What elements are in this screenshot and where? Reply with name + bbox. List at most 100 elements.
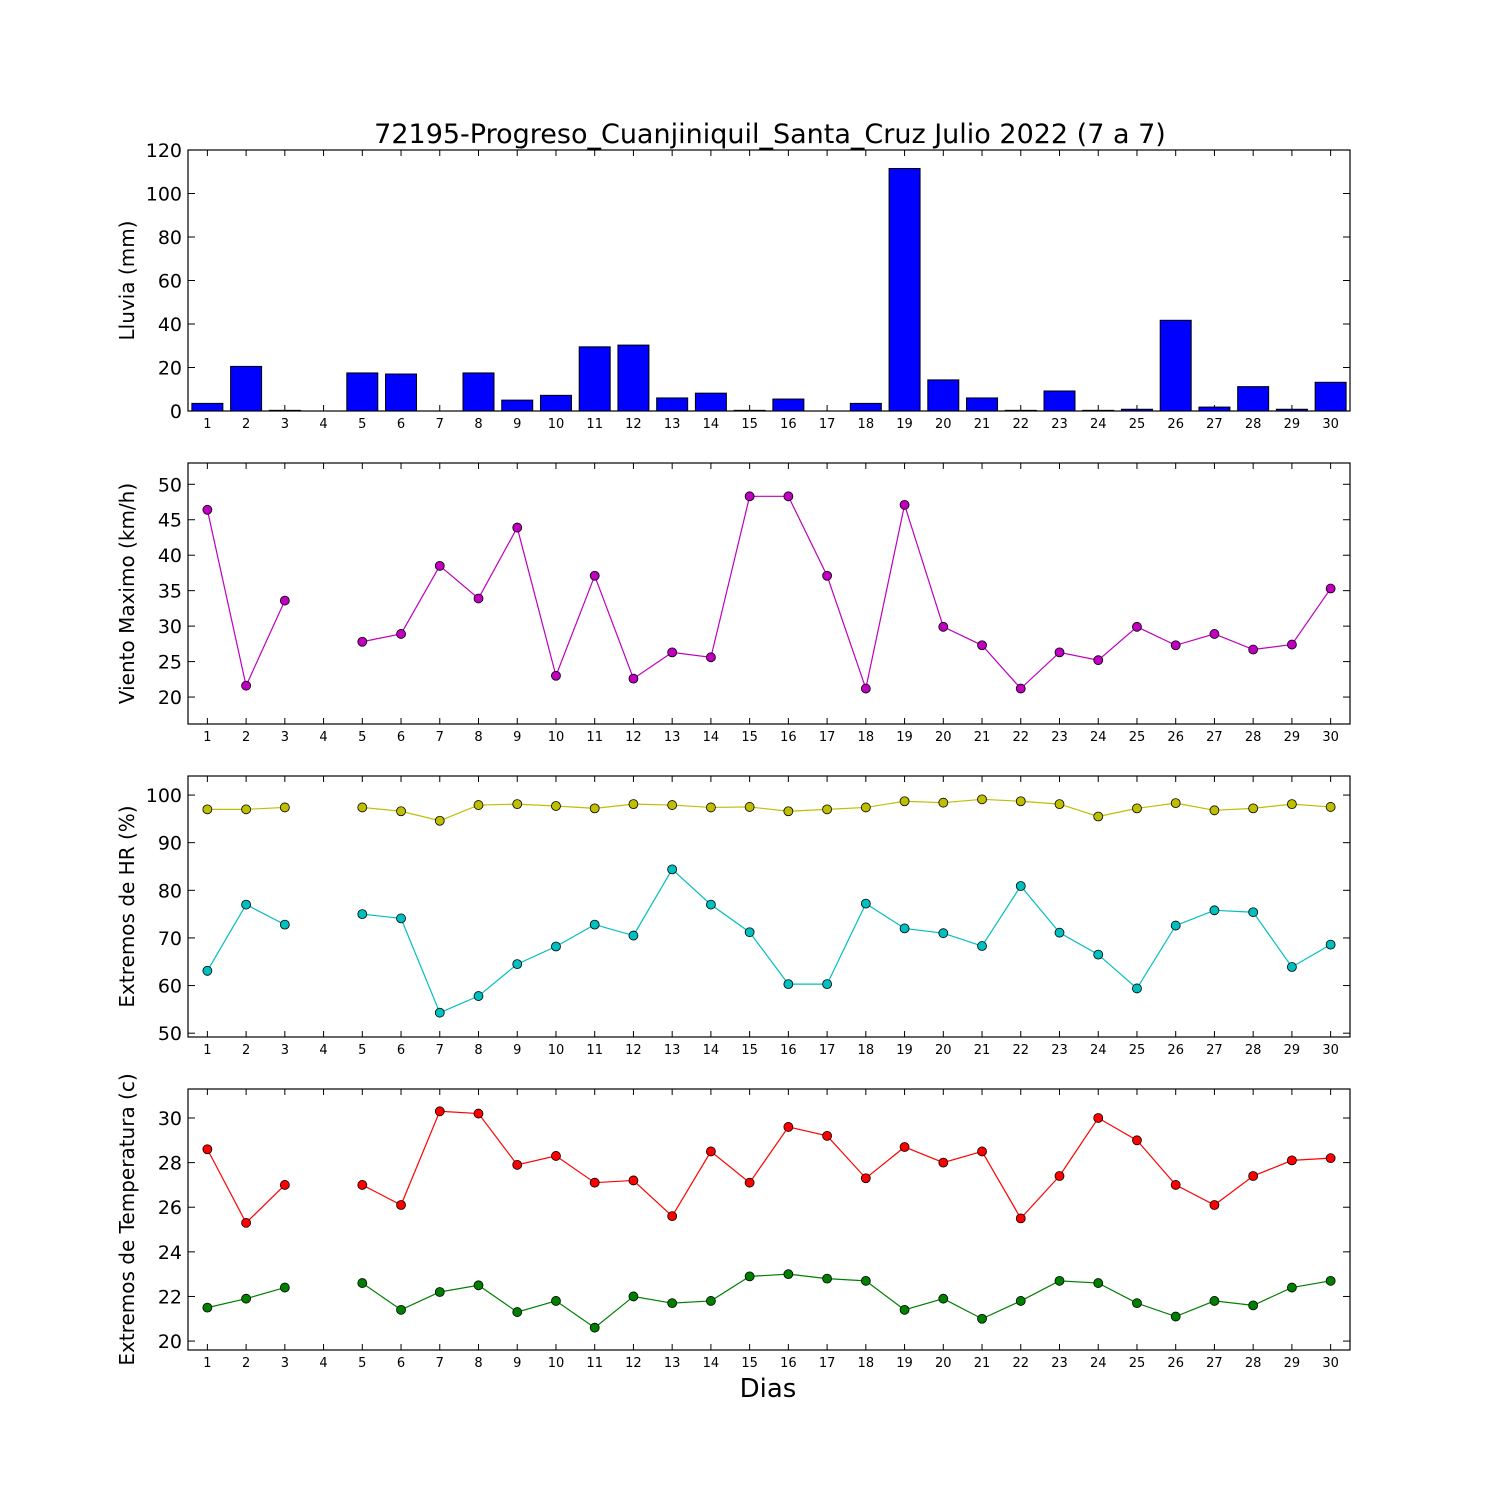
- data-point: [977, 1146, 987, 1157]
- data-point: [938, 1157, 949, 1168]
- data-point: [434, 1287, 445, 1297]
- y-tick-label: 35: [158, 581, 182, 603]
- data-point: [822, 1273, 832, 1284]
- x-tick-label: 19: [896, 417, 913, 432]
- x-tick-label: 1: [203, 417, 211, 432]
- x-tick-label: 30: [1322, 1356, 1339, 1371]
- x-tick-label: 18: [858, 417, 875, 432]
- bar: [772, 398, 805, 412]
- data-point: [1209, 629, 1220, 639]
- x-tick-label: 9: [513, 417, 521, 432]
- data-point: [202, 1302, 213, 1313]
- x-tick-label: 21: [974, 1356, 991, 1371]
- bar: [849, 402, 882, 412]
- data-point: [744, 491, 755, 502]
- x-tick-label: 3: [281, 1043, 289, 1058]
- data-point: [1325, 802, 1336, 812]
- x-tick-label: 22: [1012, 1043, 1029, 1058]
- data-point: [241, 1217, 252, 1228]
- y-tick-label: 80: [158, 880, 182, 902]
- data-point: [938, 621, 949, 632]
- data-point: [1248, 644, 1259, 655]
- data-point: [899, 1304, 910, 1315]
- bar: [927, 379, 960, 412]
- data-point: [551, 941, 561, 952]
- x-tick-label: 28: [1245, 730, 1262, 745]
- y-tick-label: 40: [158, 314, 182, 336]
- data-point: [241, 680, 252, 691]
- data-point: [512, 1159, 523, 1170]
- bar: [385, 373, 418, 412]
- x-tick-label: 15: [741, 730, 758, 745]
- data-point: [1132, 983, 1142, 994]
- data-point: [279, 595, 290, 606]
- data-point: [628, 799, 639, 810]
- x-tick-label: 7: [436, 730, 444, 745]
- y-tick-label: 40: [158, 545, 182, 567]
- data-point: [1248, 907, 1259, 918]
- x-tick-label: 15: [741, 417, 758, 432]
- series-2: [202, 491, 1336, 694]
- data-point: [860, 683, 871, 694]
- data-point: [357, 802, 368, 813]
- data-point: [938, 797, 949, 808]
- data-point: [1054, 1171, 1065, 1181]
- series-line: [362, 495, 1332, 691]
- data-point: [279, 1282, 290, 1293]
- x-tick-label: 26: [1167, 730, 1184, 745]
- y-axis-label: Extremos de HR (%): [115, 805, 139, 1007]
- data-point: [899, 923, 910, 934]
- data-point: [706, 652, 716, 663]
- data-point: [628, 673, 639, 684]
- x-tick-label: 27: [1206, 1356, 1223, 1371]
- data-point: [1132, 1298, 1142, 1309]
- bar: [501, 399, 534, 412]
- data-point: [706, 899, 716, 910]
- data-point: [202, 804, 213, 815]
- x-tick-label: 3: [281, 730, 289, 745]
- data-point: [473, 991, 484, 1001]
- x-tick-label: 27: [1206, 730, 1223, 745]
- data-point: [744, 927, 755, 938]
- data-point: [1093, 949, 1104, 960]
- x-tick-label: 13: [664, 730, 681, 745]
- series-6: [202, 1269, 1336, 1333]
- x-tick-label: 11: [586, 1356, 603, 1371]
- x-tick-label: 18: [858, 1043, 875, 1058]
- x-tick-label: 13: [664, 417, 681, 432]
- x-tick-label: 5: [358, 730, 366, 745]
- x-tick-label: 12: [625, 417, 642, 432]
- data-point: [860, 1173, 871, 1184]
- data-point: [1170, 920, 1181, 931]
- x-tick-label: 26: [1167, 1043, 1184, 1058]
- x-tick-label: 15: [741, 1356, 758, 1371]
- x-tick-label: 17: [819, 730, 836, 745]
- x-tick-label: 23: [1051, 417, 1068, 432]
- y-tick-label: 50: [158, 1023, 182, 1045]
- data-point: [1054, 1275, 1065, 1286]
- data-point: [434, 1007, 445, 1018]
- x-tick-label: 25: [1129, 417, 1146, 432]
- data-point: [241, 804, 252, 815]
- bar: [1314, 381, 1347, 412]
- bar: [888, 167, 921, 412]
- x-tick-label: 26: [1167, 417, 1184, 432]
- series-line: [361, 1273, 1331, 1329]
- x-tick-label: 24: [1090, 730, 1107, 745]
- bar: [694, 392, 727, 412]
- x-tick-label: 14: [703, 1356, 720, 1371]
- y-tick-label: 20: [158, 1331, 182, 1353]
- bar: [462, 372, 495, 412]
- data-point: [667, 1298, 678, 1309]
- data-point: [473, 1108, 484, 1119]
- y-tick-label: 50: [158, 474, 182, 496]
- data-point: [1093, 655, 1104, 666]
- data-point: [1209, 905, 1220, 916]
- data-point: [706, 1296, 716, 1306]
- data-point: [628, 930, 639, 941]
- y-axis-label: Viento Maximo (km/h): [115, 483, 139, 704]
- y-tick-label: 24: [158, 1242, 182, 1264]
- y-tick-label: 60: [158, 976, 182, 998]
- data-point: [783, 1269, 794, 1280]
